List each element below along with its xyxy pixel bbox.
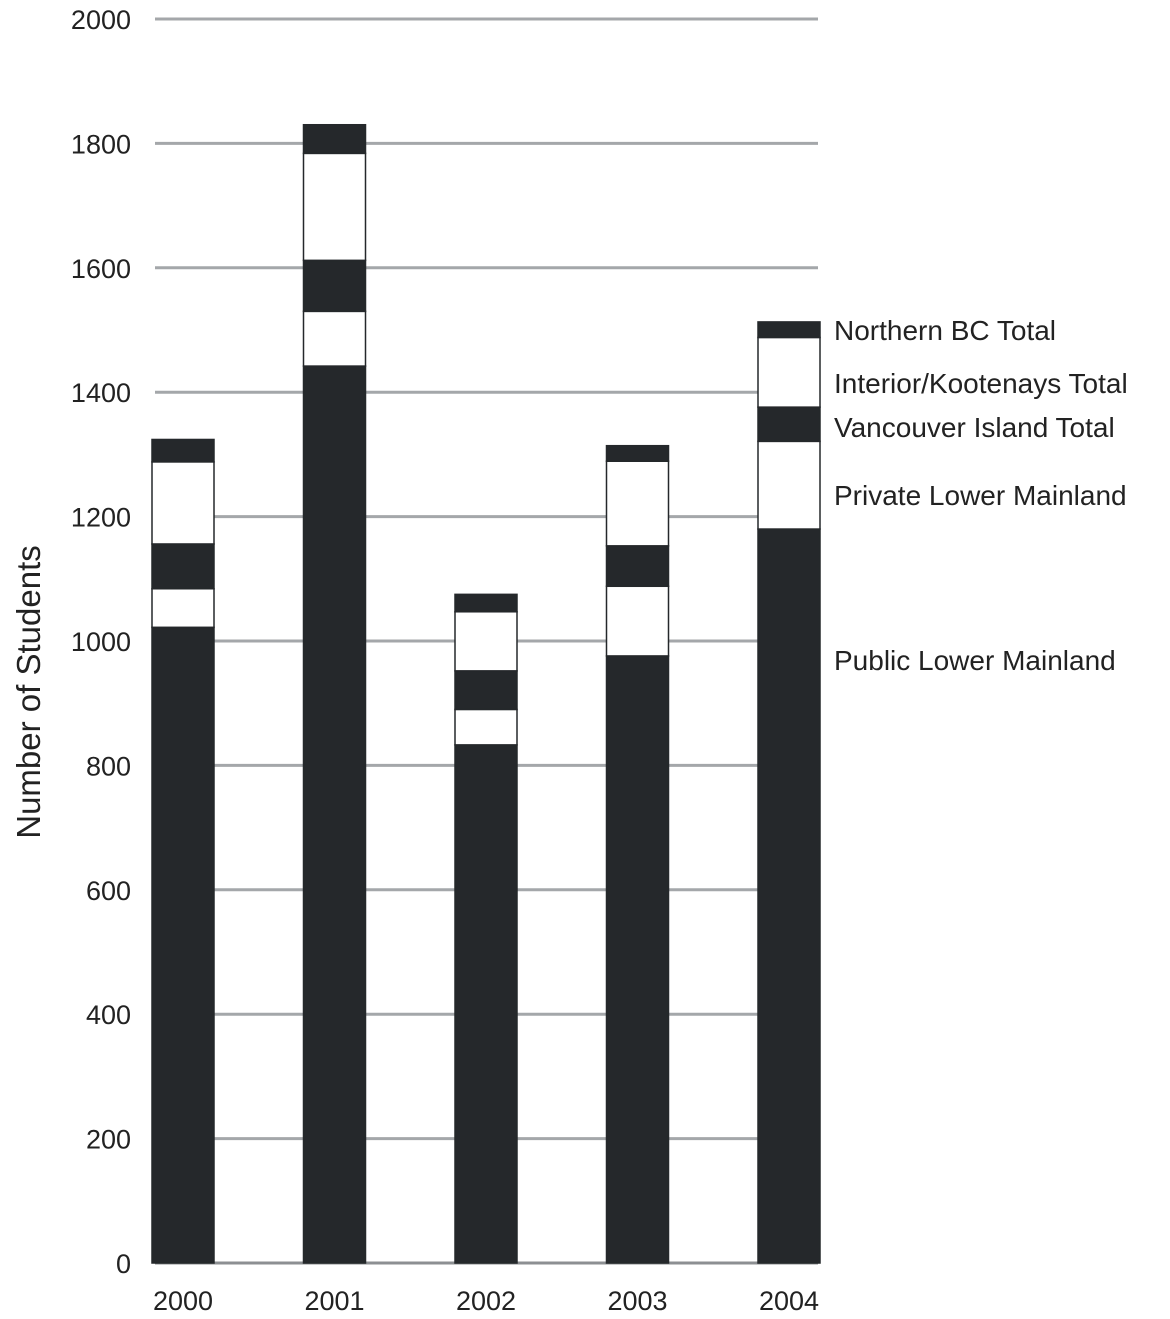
bar-segment (605, 545, 670, 588)
bar-segment (454, 744, 518, 1264)
bar-segment (605, 444, 670, 462)
bar-segment (302, 365, 367, 1264)
bar-segment (757, 528, 821, 1264)
y-tick-label: 200 (86, 1125, 131, 1155)
y-tick-label: 600 (86, 876, 131, 906)
bar-stack (302, 123, 367, 1264)
y-tick-label: 1200 (71, 503, 131, 533)
x-category-label: 2001 (304, 1286, 364, 1316)
bar-segment (302, 123, 367, 155)
bar-stack (454, 593, 518, 1264)
bar-segment (151, 588, 215, 629)
legend-entry: Interior/Kootenays Total (834, 368, 1128, 399)
bar-segment (605, 655, 670, 1264)
bar-segment (757, 321, 821, 339)
y-axis-ticks: 0 200 400 600 800 1000 1200 1400 1600 1800 2000 (71, 5, 131, 1279)
bar-segment (454, 670, 518, 711)
bar-segment (757, 336, 821, 408)
bar-segment (302, 152, 367, 262)
legend-entry: Private Lower Mainland (834, 480, 1127, 511)
legend: Public Lower Mainland Private Lower Mainl… (834, 315, 1128, 676)
bar-segment (302, 259, 367, 313)
y-tick-label: 800 (86, 751, 131, 781)
bar-stack (605, 444, 670, 1264)
bar-segment (605, 460, 670, 547)
x-axis-categories: 2000 2001 2002 2003 2004 (153, 1286, 819, 1316)
x-category-label: 2004 (759, 1286, 819, 1316)
legend-entry: Public Lower Mainland (834, 645, 1116, 676)
bars (151, 123, 821, 1264)
bar-segment (757, 406, 821, 443)
bar-segment (454, 708, 518, 746)
x-category-label: 2003 (607, 1286, 667, 1316)
bar-segment (151, 461, 215, 545)
bar-stack (757, 321, 821, 1264)
y-tick-label: 1000 (71, 627, 131, 657)
bar-segment (151, 626, 215, 1264)
x-category-label: 2002 (456, 1286, 516, 1316)
bar-segment (454, 593, 518, 613)
y-axis-title: Number of Students (10, 545, 47, 839)
legend-entry: Northern BC Total (834, 315, 1056, 346)
y-tick-label: 400 (86, 1000, 131, 1030)
y-tick-label: 1800 (71, 129, 131, 159)
x-category-label: 2000 (153, 1286, 213, 1316)
bar-segment (454, 611, 518, 672)
y-tick-label: 1600 (71, 254, 131, 284)
bar-stack (151, 438, 215, 1264)
y-tick-label: 2000 (71, 5, 131, 35)
bar-segment (151, 543, 215, 590)
y-tick-label: 0 (116, 1249, 131, 1279)
bar-segment (151, 438, 215, 463)
bar-segment (757, 440, 821, 530)
y-tick-label: 1400 (71, 378, 131, 408)
bar-segment (302, 310, 367, 367)
legend-entry: Vancouver Island Total (834, 412, 1115, 443)
bar-segment (605, 585, 670, 657)
